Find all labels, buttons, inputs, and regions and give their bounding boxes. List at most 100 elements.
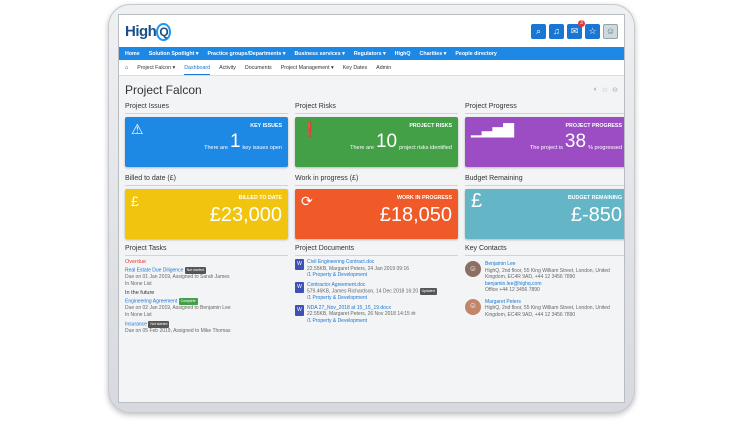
project-progress-card[interactable]: ▁▃▅▇ PROJECT PROGRESS The project is 38% …	[465, 117, 624, 167]
doc-meta: 579.46KB, James Richardson, 14 Dec 2018 …	[307, 288, 419, 295]
nav-highq[interactable]: HighQ	[394, 50, 411, 57]
pound-icon: £	[471, 190, 483, 212]
edit-icon[interactable]: ◐	[593, 85, 598, 93]
favorite-icon[interactable]: ☆	[601, 86, 609, 94]
status-badge: Updated	[419, 288, 437, 295]
work-in-progress-card[interactable]: ⟳ WORK IN PROGRESS £18,050	[295, 189, 458, 239]
billed-panel: Billed to date (£) £ BILLED TO DATE £23,…	[125, 175, 288, 239]
key-issues-card[interactable]: ⚠ KEY ISSUES There are 1 key issues open	[125, 117, 288, 167]
nav-home[interactable]: Home	[125, 50, 140, 57]
card-value: 10	[375, 131, 398, 152]
budget-remaining-card[interactable]: £ BUDGET REMAINING £-850	[465, 189, 624, 239]
card-suffix: % progressed	[588, 145, 622, 151]
list-item: W Contractor Agreement.doc 579.46KB, Jam…	[295, 281, 458, 302]
project-issues-panel: Project Issues ⚠ KEY ISSUES There are 1 ke…	[125, 103, 288, 167]
status-badge: Not started	[184, 267, 206, 274]
section-title: Billed to date (£)	[125, 175, 288, 186]
card-value: 1	[229, 131, 241, 152]
tasks-panel: Project Tasks Overdue Real Estate Due Di…	[125, 245, 288, 338]
wip-panel: Work in progress (£) ⟳ WORK IN PROGRESS …	[295, 175, 458, 239]
contact-name[interactable]: Margaret Peters	[485, 298, 521, 305]
folder-link[interactable]: /1 Property & Development	[307, 272, 368, 278]
section-title: Budget Remaining	[465, 175, 624, 186]
nav-people-directory[interactable]: People directory	[455, 50, 497, 57]
nav-charities[interactable]: Charities ▾	[419, 50, 447, 57]
avatar: ☺	[465, 298, 481, 315]
highq-logo[interactable]: High Q	[125, 22, 172, 41]
list-item: Insurance Not started Due on 05 Feb 2019…	[125, 321, 288, 335]
list-item: Engineering Agreement Complete Due on 02…	[125, 298, 288, 318]
status-badge: Not started	[148, 321, 170, 328]
notification-badge: 3	[578, 19, 585, 27]
doc-link[interactable]: Civil Engineering Contract.doc	[307, 259, 375, 265]
list-item: W Civil Engineering Contract.doc 22.55KB…	[295, 259, 458, 279]
section-title: Project Risks	[295, 103, 458, 114]
contact-email[interactable]: benjamin.lee@highq.com	[485, 280, 542, 287]
refresh-icon: ⟳	[301, 193, 313, 209]
card-label: WORK IN PROGRESS	[396, 195, 452, 201]
star-icon[interactable]: ☆	[585, 23, 600, 39]
section-title: Key Contacts	[465, 245, 624, 256]
card-prefix: The project is	[529, 145, 563, 151]
section-title: Project Issues	[125, 103, 288, 114]
coin-icon: £	[131, 193, 139, 209]
page-title: Project Falcon	[125, 82, 202, 97]
search-icon[interactable]: ⌕	[531, 23, 546, 39]
contact-address: HighQ, 2nd floor, 55 King William Street…	[485, 305, 610, 318]
tab-admin[interactable]: Admin	[376, 64, 392, 71]
section-title: Project Tasks	[125, 245, 288, 256]
task-link[interactable]: Real Estate Due Diligence	[125, 267, 184, 274]
tab-dashboard[interactable]: Dashboard	[184, 65, 211, 75]
warning-icon: ⚠	[131, 121, 144, 137]
tab-documents[interactable]: Documents	[244, 64, 272, 71]
mail-icon[interactable]: ✉ 3	[567, 19, 585, 39]
section-title: Project Documents	[295, 245, 458, 256]
card-label: BILLED TO DATE	[238, 195, 282, 201]
nav-business-services[interactable]: Business services ▾	[294, 50, 345, 57]
card-prefix: There are	[350, 145, 374, 151]
top-bar: High Q ⌕ ♫ ✉ 3 ☆ ☺	[119, 15, 624, 47]
alert-icon: ❗	[301, 121, 319, 137]
nav-solution-spotlight[interactable]: Solution Spotlight ▾	[148, 50, 199, 57]
main-nav: Home Solution Spotlight ▾ Practice group…	[119, 47, 624, 60]
list-item: W NDA 27_Nov_2018 at 15_15_19.docx 22.55…	[295, 304, 458, 325]
avatar: ☺	[465, 261, 481, 277]
home-icon[interactable]: ⌂	[125, 64, 129, 71]
project-risks-card[interactable]: ❗ PROJECT RISKS There are 10 project risks…	[295, 117, 458, 167]
billed-to-date-card[interactable]: £ BILLED TO DATE £23,000	[125, 189, 288, 239]
nav-practice-groups[interactable]: Practice groups/Departments ▾	[207, 50, 286, 57]
list-item: Real Estate Due Diligence Not started Du…	[125, 267, 288, 287]
section-title: Work in progress (£)	[295, 175, 458, 186]
task-link[interactable]: Insurance	[125, 321, 147, 328]
nav-regulators[interactable]: Regulators ▾	[353, 50, 386, 57]
contact-item: ☺ Benjamin Lee HighQ, 2nd floor, 55 King…	[465, 261, 624, 294]
doc-link[interactable]: Contractor Agreement.doc	[307, 281, 366, 288]
doc-meta: 22.55KB, Margaret Peters, 24 Jan 2019 09…	[307, 265, 410, 272]
card-value: 38	[564, 131, 587, 152]
contact-item: ☺ Margaret Peters HighQ, 2nd floor, 55 K…	[465, 298, 624, 319]
card-value: £-850	[570, 204, 622, 226]
task-list: In None List	[125, 311, 152, 318]
contact-name[interactable]: Benjamin Lee	[485, 261, 516, 267]
bell-icon[interactable]: ♫	[549, 23, 564, 39]
tab-project-management[interactable]: Project Management ▾	[280, 64, 334, 71]
tab-activity[interactable]: Activity	[219, 64, 236, 71]
tab-key-dates[interactable]: Key Dates	[342, 64, 368, 71]
project-progress-panel: Project Progress ▁▃▅▇ PROJECT PROGRESS T…	[465, 103, 624, 167]
folder-link[interactable]: /1 Property & Development	[307, 317, 368, 324]
status-badge: Complete	[178, 298, 198, 305]
screen: High Q ⌕ ♫ ✉ 3 ☆ ☺ Home Solution Spotlight…	[118, 14, 625, 403]
sub-nav: ⌂ Project Falcon ▾ Dashboard Activity Do…	[119, 60, 624, 76]
card-value: £18,050	[379, 204, 452, 226]
section-title: Project Progress	[465, 103, 624, 114]
site-selector[interactable]: Project Falcon ▾	[137, 64, 176, 71]
mail-icon[interactable]: ✉	[411, 311, 416, 318]
doc-link[interactable]: NDA 27_Nov_2018 at 15_15_19.docx	[307, 304, 391, 311]
documents-panel: Project Documents W Civil Engineering Co…	[295, 245, 458, 338]
task-link[interactable]: Engineering Agreement	[125, 298, 178, 305]
options-icon[interactable]: ⊖	[612, 86, 618, 94]
folder-link[interactable]: /1 Property & Development	[307, 295, 368, 302]
avatar[interactable]: ☺	[603, 23, 618, 39]
word-doc-icon: W	[295, 304, 304, 316]
budget-panel: Budget Remaining £ BUDGET REMAINING £-85…	[465, 175, 624, 239]
